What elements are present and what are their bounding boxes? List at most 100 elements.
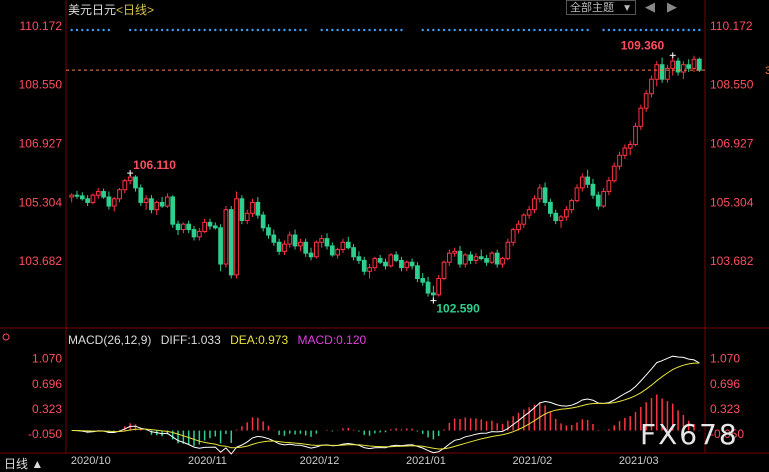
event-dot <box>214 28 217 32</box>
y-label-right: 106.927 <box>710 136 754 150</box>
event-dot <box>288 28 291 32</box>
event-dot <box>325 28 329 32</box>
diff-line <box>71 355 700 455</box>
x-axis-label: 2021/02 <box>512 455 553 467</box>
macd-y-label-right: -0.050 <box>710 427 744 441</box>
event-dot <box>490 28 494 32</box>
candle-body <box>228 209 234 276</box>
candle-body <box>473 256 479 261</box>
last-price-marker: 3 <box>765 65 769 77</box>
candle-body <box>282 243 287 252</box>
event-dot <box>102 28 105 32</box>
event-dot <box>517 28 520 32</box>
candle-body <box>367 267 372 272</box>
event-dot <box>331 28 334 32</box>
event-dot <box>650 28 653 32</box>
candle-body <box>191 229 197 238</box>
event-dot <box>160 28 164 32</box>
candle-body <box>196 230 202 238</box>
event-dot <box>581 28 584 32</box>
candle-body <box>244 212 250 222</box>
x-axis-label: 2020/10 <box>70 455 111 467</box>
event-dot <box>511 28 515 32</box>
symbol-title: 美元日元<日线> <box>68 1 154 18</box>
event-dot <box>299 28 302 32</box>
y-label-left: 110.172 <box>20 19 63 33</box>
arrow-left-icon[interactable]: ◀ <box>645 0 655 14</box>
event-dot <box>203 28 206 32</box>
x-axis-label: 2020/11 <box>187 455 227 467</box>
candle-body <box>691 58 697 69</box>
candle-body <box>643 93 649 109</box>
event-dot <box>166 28 169 32</box>
candle-body <box>149 198 154 211</box>
candle-body <box>159 201 165 207</box>
candle-body <box>111 198 117 207</box>
macd-lines <box>71 355 700 455</box>
event-dot <box>453 28 456 32</box>
candle-body <box>218 227 223 265</box>
candle-body <box>223 209 229 265</box>
y-axis-labels: 110.172 110.172 108.550 108.550 106.927 106.9… <box>19 19 754 441</box>
candle-body <box>101 191 106 198</box>
event-dot <box>480 28 483 32</box>
event-dot <box>682 28 685 32</box>
y-label-left: 108.550 <box>19 78 63 92</box>
event-dot <box>394 28 398 32</box>
candle-body <box>69 194 75 198</box>
period-label[interactable]: <日线> <box>116 3 155 17</box>
event-dot <box>437 28 440 32</box>
event-dot <box>373 28 377 32</box>
theme-select[interactable]: 全部主题 ▼ <box>566 0 636 15</box>
candle-body <box>202 221 208 232</box>
candle-body <box>351 247 356 258</box>
fx678-watermark: FX678 <box>640 418 739 451</box>
candle-body <box>276 241 282 252</box>
event-dot <box>230 28 233 32</box>
y-label-right: 108.550 <box>710 78 754 92</box>
event-dot <box>464 28 467 32</box>
event-dot <box>75 28 79 32</box>
candle-body <box>266 227 271 236</box>
event-dot <box>70 28 73 32</box>
event-dot <box>618 28 621 32</box>
candle-body <box>425 281 431 294</box>
event-dot <box>235 28 238 32</box>
candle-body <box>250 201 255 214</box>
candle-body <box>207 221 213 227</box>
candle-body <box>675 60 681 73</box>
candle-body <box>329 245 335 256</box>
event-dot <box>245 28 249 32</box>
candle-body <box>617 154 622 167</box>
event-dot <box>368 28 371 32</box>
macd-histogram <box>76 394 701 446</box>
candle-body <box>138 187 144 203</box>
candle-body <box>606 180 612 193</box>
x-axis-label: 2021/01 <box>406 455 446 467</box>
event-dot <box>378 28 382 32</box>
event-dot <box>128 28 132 32</box>
event-dot <box>192 28 196 32</box>
macd-y-label-right: 0.696 <box>710 377 740 391</box>
event-dot <box>522 28 526 32</box>
candle-body <box>212 225 218 229</box>
event-dot <box>150 28 153 32</box>
candle-body <box>361 259 367 272</box>
arrow-right-icon[interactable]: ▶ <box>667 0 677 14</box>
event-dot <box>527 28 531 32</box>
macd-params: MACD(26,12,9) <box>68 333 152 347</box>
candle-body <box>590 183 596 196</box>
candle-body <box>505 241 511 260</box>
event-dot <box>251 28 254 32</box>
period-button[interactable]: 日线 ▲ <box>4 457 44 471</box>
event-dot <box>219 28 222 32</box>
event-dot <box>176 28 180 32</box>
macd-macd-value: MACD:0.120 <box>297 333 367 347</box>
event-dot <box>613 28 616 32</box>
event-dot <box>554 28 557 32</box>
candle-body <box>415 265 420 280</box>
event-dot <box>261 28 265 32</box>
candle-body <box>548 201 553 214</box>
event-dot <box>543 28 547 32</box>
